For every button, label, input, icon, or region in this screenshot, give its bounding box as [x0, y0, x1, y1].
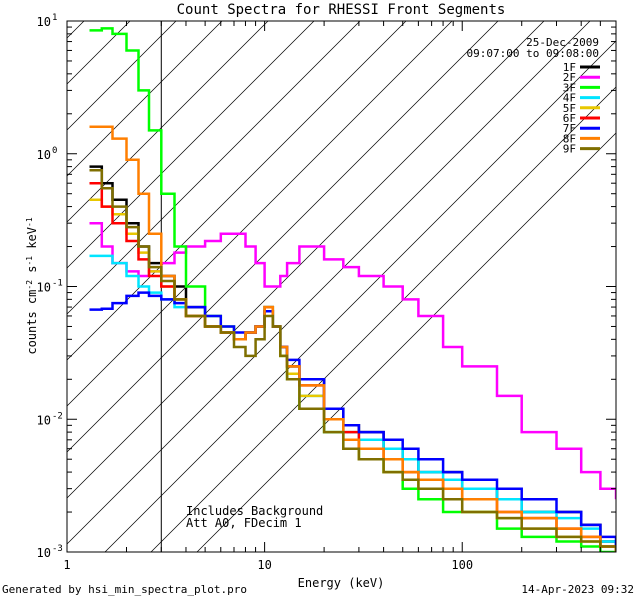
y-tick-label: 10	[37, 15, 51, 29]
hatch-line	[67, 21, 453, 407]
hatch-line	[67, 21, 223, 177]
series-line-8F	[89, 125, 616, 552]
hatch-line	[67, 21, 361, 315]
legend-label-7F: 7F	[563, 122, 576, 135]
y-axis-label: counts cm-2 s-1 keV-1	[25, 217, 40, 354]
time-range-label: 09:07:00 to 09:08:00	[467, 47, 599, 60]
y-tick-exponent: 1	[52, 13, 57, 23]
legend-label-1F: 1F	[563, 61, 576, 74]
annotation-attenuator: Att A0, FDecim 1	[186, 516, 302, 530]
legend-label-5F: 5F	[563, 102, 576, 115]
x-tick-label: 100	[451, 558, 473, 572]
hatch-line	[67, 21, 131, 85]
legend-label-2F: 2F	[563, 71, 576, 84]
legend-label-9F: 9F	[563, 143, 576, 156]
footer-generated-by: Generated by hsi_min_spectra_plot.pro	[2, 583, 248, 596]
y-tick-label: 10	[37, 546, 51, 560]
series-line-7F	[89, 291, 616, 547]
x-tick-label: 10	[257, 558, 271, 572]
series-line-1F	[89, 165, 616, 552]
hatch-line	[67, 21, 545, 499]
hatch-line	[67, 21, 269, 223]
series-group	[89, 27, 616, 552]
series-line-6F	[89, 181, 616, 552]
hatch-line	[150, 86, 616, 552]
series-line-3F	[89, 27, 616, 552]
legend-label-6F: 6F	[563, 112, 576, 125]
annotation-background: Includes Background	[186, 504, 323, 518]
y-tick-exponent: -3	[52, 544, 63, 554]
footer-timestamp: 14-Apr-2023 09:32	[521, 583, 634, 596]
x-axis-label: Energy (keV)	[298, 576, 385, 590]
hatch-line	[67, 21, 177, 131]
legend-label-3F: 3F	[563, 81, 576, 94]
hatch-line	[67, 21, 499, 453]
y-tick-label: 10	[37, 281, 51, 295]
y-tick-exponent: -1	[52, 279, 63, 289]
hatch-line	[196, 132, 616, 552]
y-tick-exponent: 0	[52, 146, 57, 156]
y-tick-exponent: -2	[52, 411, 63, 421]
legend-label-4F: 4F	[563, 92, 576, 105]
date-label: 25-Dec-2009	[526, 36, 599, 49]
y-tick-label: 10	[37, 413, 51, 427]
hatch-line	[0, 0, 107, 552]
series-line-2F	[89, 221, 616, 500]
axes: 10 -310 -210 -110 010 11 10 100	[37, 13, 617, 572]
hatched-region	[0, 0, 616, 552]
hatch-line	[104, 40, 616, 552]
hatch-line	[67, 21, 315, 269]
y-tick-label: 10	[37, 148, 51, 162]
series-line-9F	[89, 169, 616, 552]
hatch-line	[67, 21, 591, 545]
chart-title: Count Spectra for RHESSI Front Segments	[177, 2, 506, 18]
legend-label-8F: 8F	[563, 132, 576, 145]
x-tick-label: 1	[63, 558, 70, 572]
